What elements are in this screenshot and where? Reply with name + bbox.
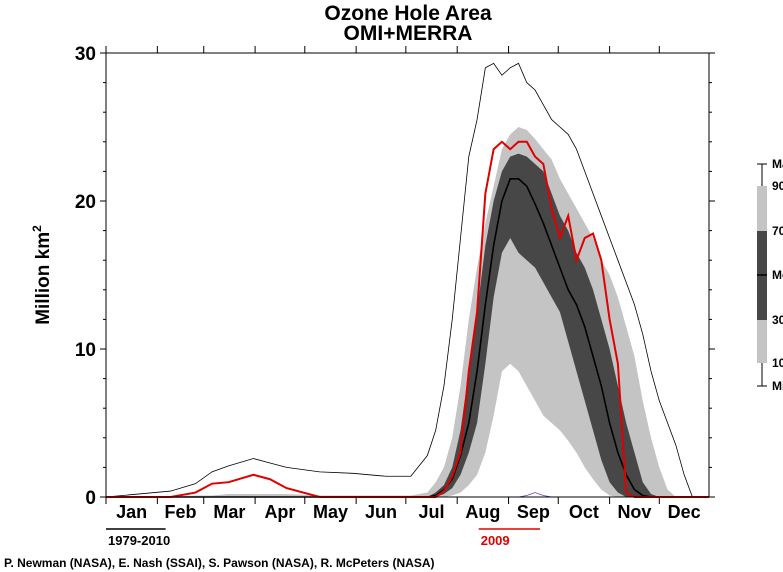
y-tick-label: 30 [75, 44, 96, 65]
month-label-mar: Mar [213, 502, 245, 522]
period-label-0: 1979-2010 [108, 533, 170, 548]
x-axis: Jan Feb Mar Apr May Jun Jul Aug Sep Oct Nov Dec [105, 46, 701, 522]
month-label-jul: Jul [419, 502, 445, 522]
month-label-may: May [313, 502, 348, 522]
month-label-dec: Dec [668, 502, 701, 522]
legend-label-1: 90% [772, 179, 783, 193]
legend-label-4: 30% [772, 313, 783, 327]
credits-text: P. Newman (NASA), E. Nash (SSAI), S. Paw… [4, 556, 435, 570]
legend-label-0: Max [772, 157, 783, 171]
month-label-jun: Jun [365, 502, 397, 522]
chart-subtitle: OMI+MERRA [344, 22, 473, 45]
period-labels: 1979-2010 2009 [106, 528, 541, 548]
plot-frame [105, 52, 710, 498]
month-label-jan: Jan [116, 502, 147, 522]
plot-area [105, 62, 709, 498]
y-tick-label: 10 [75, 340, 96, 361]
month-label-aug: Aug [465, 502, 500, 522]
y-axis-label-superscript: 2 [30, 225, 44, 232]
y-axis-label: Million km2 [30, 225, 54, 325]
month-label-nov: Nov [617, 502, 651, 522]
y-tick-label: 0 [85, 488, 96, 509]
month-label-apr: Apr [264, 502, 295, 522]
series-max-line [105, 62, 709, 498]
month-label-oct: Oct [569, 502, 599, 522]
period-label-1: 2009 [481, 533, 510, 548]
legend-label-3: Mean [772, 268, 783, 282]
month-label-sep: Sep [517, 502, 550, 522]
legend-label-2: 70% [772, 224, 783, 238]
y-tick-label: 20 [75, 192, 96, 213]
band-30-70 [106, 153, 709, 497]
month-label-feb: Feb [165, 502, 197, 522]
y-axis: 0 10 20 30 [75, 44, 715, 509]
y-axis-label-text: Million km [33, 232, 54, 325]
legend: Max 90% 70% Mean 30% 10% Min [757, 157, 783, 393]
chart-title: Ozone Hole Area [324, 2, 492, 25]
legend-label-5: 10% [772, 356, 783, 370]
legend-label-6: Min [772, 379, 783, 393]
